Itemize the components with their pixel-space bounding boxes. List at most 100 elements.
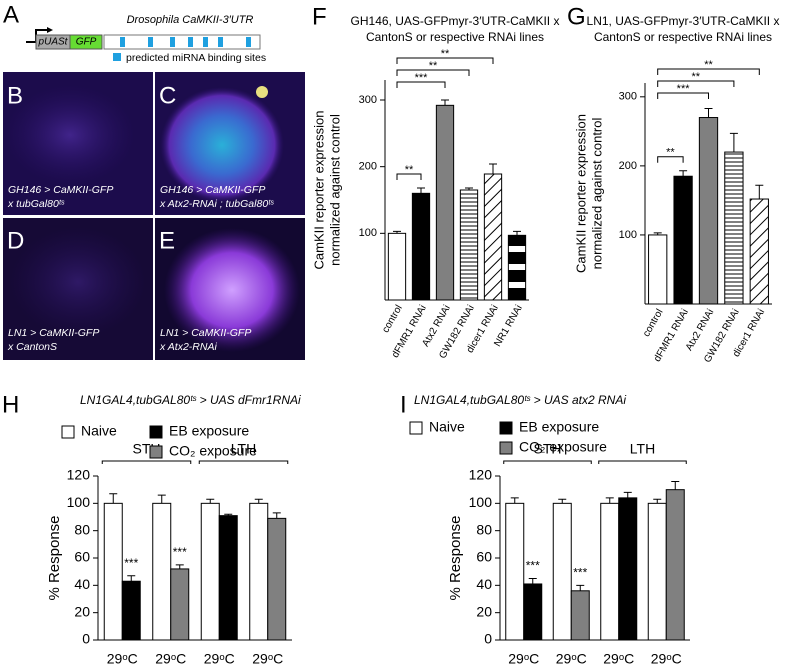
y-tick-label: 300 [359, 94, 377, 106]
error-bar [513, 230, 521, 236]
image-caption: LN1 > CaMKII-GFP [8, 327, 99, 339]
error-bar [653, 232, 662, 235]
legend-label: EB exposure [519, 419, 599, 435]
significance-bracket [657, 80, 735, 87]
diagram-legend: predicted miRNA binding sites [126, 52, 266, 64]
error-bar [605, 497, 614, 504]
error-bar [272, 512, 281, 519]
group-label: STH [534, 441, 562, 457]
panel-letter: A [3, 1, 19, 28]
panel-letter: C [159, 82, 176, 109]
error-bar [653, 498, 662, 504]
panel-letter: B [7, 82, 23, 109]
x-tick-label: 29ᵒC [252, 651, 283, 667]
significance-label: *** [526, 559, 540, 573]
error-bar [671, 480, 680, 490]
y-tick-label: 100 [619, 229, 637, 241]
bar [170, 568, 190, 641]
y-tick-label: 200 [359, 161, 377, 173]
bar [618, 497, 638, 641]
error-bar [623, 491, 632, 498]
bar [724, 151, 744, 305]
chart-title: CantonS or respective RNAi lines [366, 30, 544, 44]
error-bar [417, 187, 425, 194]
y-tick-label: 100 [469, 494, 493, 510]
group-label: LTH [630, 441, 655, 457]
image-caption: GH146 > CaMKII-GFP [160, 184, 265, 196]
panel-letter: G [567, 3, 586, 30]
bar [267, 517, 287, 641]
utr-title: Drosophila CaMKII-3′UTR [127, 14, 254, 26]
error-bar [157, 494, 166, 504]
legend-label: Naive [429, 419, 465, 435]
x-tick-label: control [641, 307, 666, 338]
legend-swatch [499, 421, 513, 435]
bar [387, 232, 407, 301]
error-bar [393, 230, 401, 234]
micrograph [3, 218, 153, 360]
bar [749, 198, 769, 305]
image-caption: LN1 > CaMKII-GFP [160, 327, 251, 339]
chart-title: LN1GAL4,tubGAL80ᵗˢ > UAS atx2 RNAi [414, 393, 626, 407]
y-tick-label: 20 [476, 603, 492, 619]
promoter-label: pUASt [38, 37, 69, 48]
significance-bracket [396, 173, 422, 180]
significance-label: ** [405, 164, 414, 176]
error-bar [206, 498, 215, 504]
image-caption: x Atx2-RNAi [159, 341, 217, 353]
significance-bracket [657, 68, 760, 75]
error-bar [729, 132, 738, 153]
significance-label: *** [677, 83, 691, 95]
group-bracket [503, 460, 592, 464]
y-tick-label: 300 [619, 91, 637, 103]
bar [647, 502, 667, 641]
image-caption: x CantonS [7, 341, 57, 353]
significance-bracket [396, 81, 446, 88]
y-tick-label: 80 [74, 521, 90, 537]
legend-label: CO₂ exposure [519, 439, 607, 455]
y-axis-label: % Response [447, 515, 464, 600]
error-bar [254, 498, 263, 504]
error-bar [441, 99, 449, 106]
y-tick-label: 80 [476, 521, 492, 537]
y-tick-label: 40 [476, 576, 492, 592]
bar [505, 502, 525, 641]
error-bar [224, 513, 233, 516]
bar [507, 234, 527, 301]
y-tick-label: 60 [476, 549, 492, 565]
y-axis-label: normalized against control [589, 118, 604, 270]
bar [121, 580, 141, 641]
image-caption: x Atx2-RNAi ; tubGal80ᵗˢ [159, 198, 274, 210]
legend-swatch [409, 421, 423, 435]
error-bar [679, 170, 688, 177]
bar [152, 502, 172, 641]
error-bar [558, 498, 567, 504]
significance-label: *** [173, 545, 187, 559]
significance-label: ** [692, 71, 701, 83]
y-axis-label: % Response [46, 515, 63, 600]
panel-letter: F [312, 3, 327, 30]
image-caption: x tubGal80ᵗˢ [7, 198, 65, 210]
bar [523, 583, 543, 641]
error-bar [755, 184, 764, 200]
micrograph [155, 218, 305, 360]
micrograph [155, 72, 305, 215]
image-caption: GH146 > CaMKII-GFP [8, 184, 113, 196]
bar [552, 502, 572, 641]
y-tick-label: 60 [74, 549, 90, 565]
legend-swatch [61, 425, 75, 439]
significance-bracket [396, 57, 494, 64]
y-tick-label: 120 [469, 467, 493, 483]
group-bracket [598, 460, 687, 464]
significance-label: *** [573, 566, 587, 580]
chart-title: LN1GAL4,tubGAL80ᵗˢ > UAS dFmr1RNAi [80, 393, 301, 407]
error-bar [465, 187, 473, 190]
y-tick-label: 0 [484, 631, 492, 647]
significance-label: *** [415, 72, 429, 84]
error-bar [127, 575, 136, 582]
bar [648, 234, 668, 305]
panel-letter: H [2, 391, 19, 418]
x-tick-label: 29ᵒC [556, 651, 587, 667]
